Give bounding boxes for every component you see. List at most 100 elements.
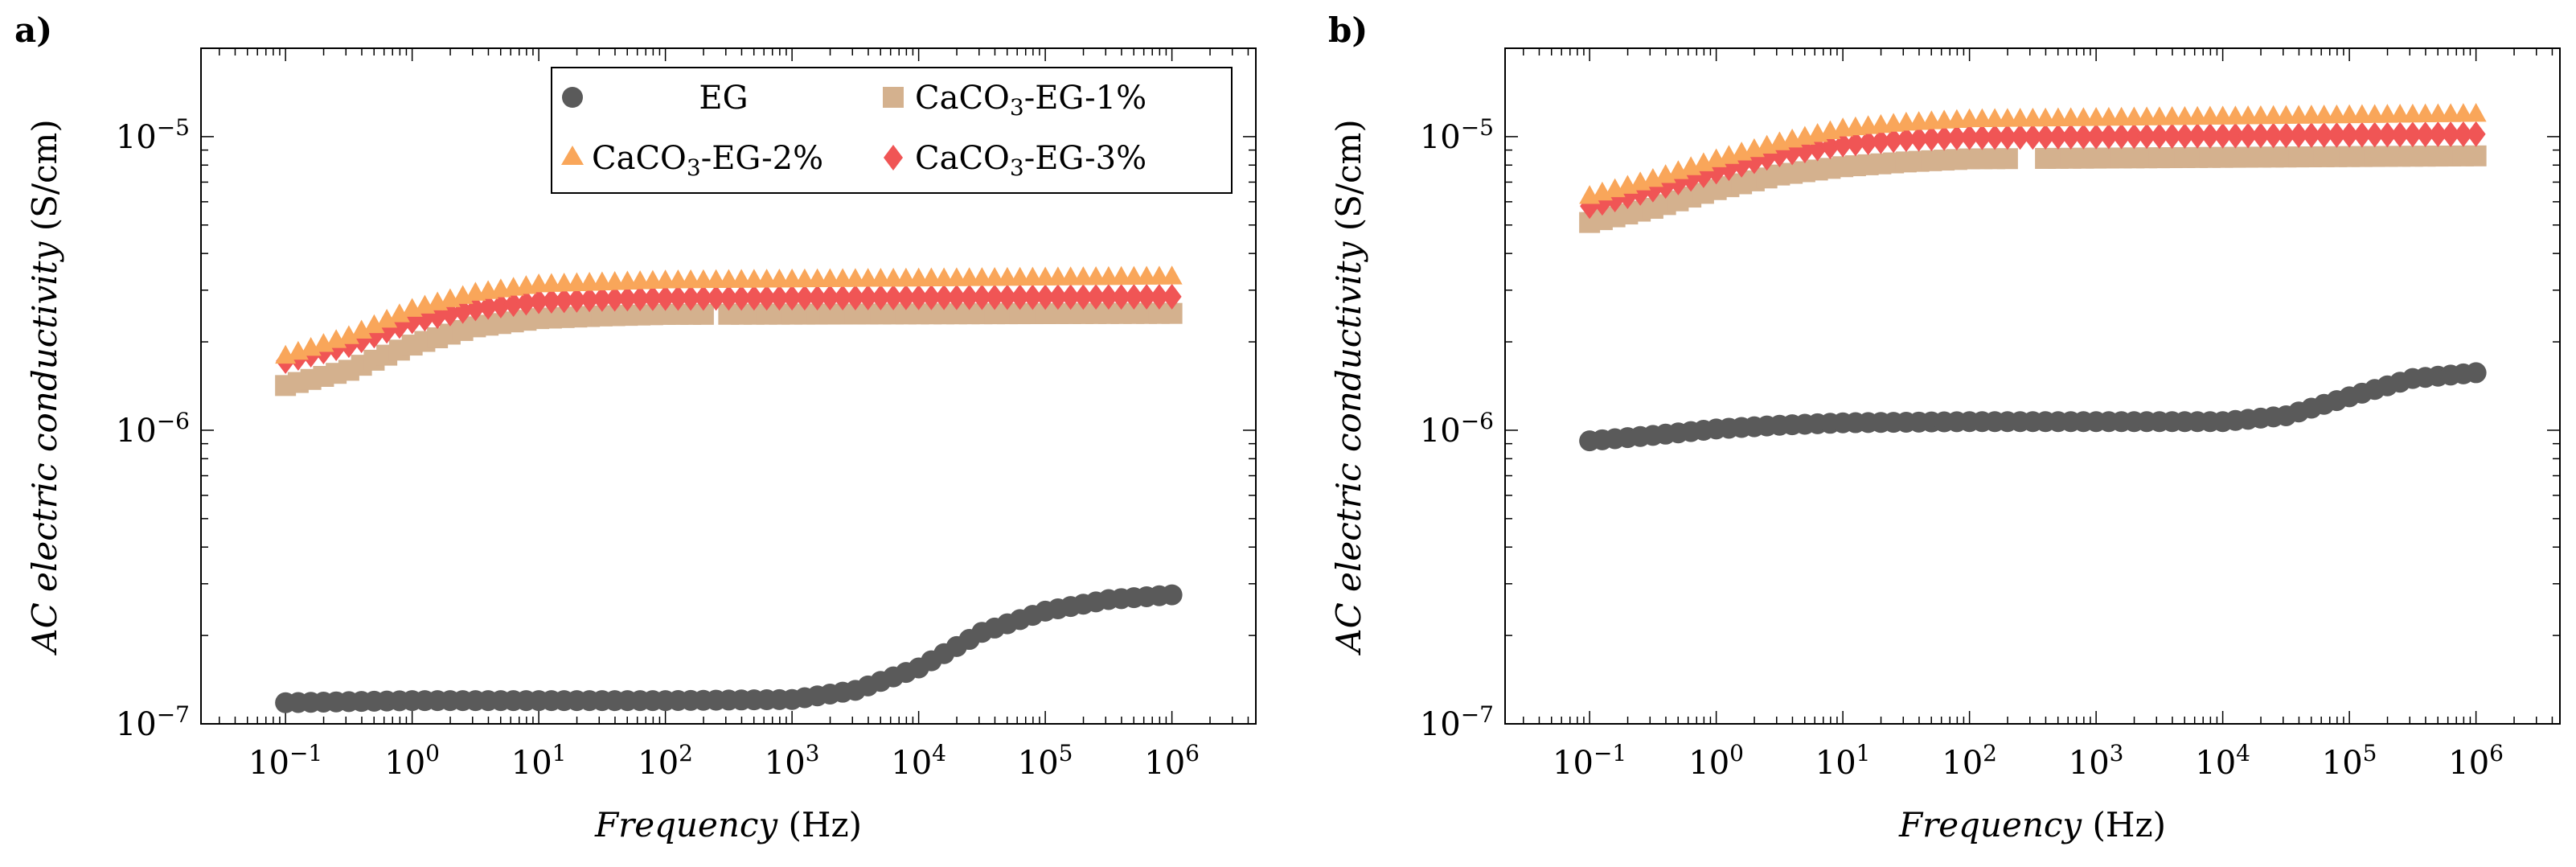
x-tick-label: 104 — [891, 740, 946, 782]
x-tick-label: 105 — [2322, 740, 2377, 782]
point-caco3-eg-3 — [1162, 283, 1182, 310]
point-caco3-eg-3 — [605, 286, 625, 312]
point-caco3-eg-3 — [2263, 122, 2283, 149]
point-caco3-eg-3 — [630, 286, 650, 312]
point-caco3-eg-3 — [2200, 122, 2220, 149]
point-caco3-eg-3 — [2149, 123, 2169, 150]
point-caco3-eg-3 — [1086, 284, 1106, 310]
legend-label-caco3-eg-1: CaCO3-EG-1% — [915, 80, 1146, 121]
point-caco3-eg-3 — [503, 291, 523, 318]
point-caco3-eg-2 — [1161, 265, 1183, 285]
point-caco3-eg-3 — [934, 284, 954, 310]
point-caco3-eg-3 — [909, 284, 929, 310]
point-caco3-eg-3 — [2390, 121, 2410, 148]
plot-frame — [200, 47, 1257, 725]
point-caco3-eg-3 — [744, 285, 764, 311]
x-tick-label: 101 — [1815, 740, 1871, 782]
point-caco3-eg-3 — [693, 285, 713, 311]
point-caco3-eg-3 — [2188, 122, 2208, 149]
y-tick-label: 10−6 — [116, 408, 190, 450]
legend-label-caco3-eg-3: CaCO3-EG-3% — [915, 140, 1146, 181]
point-caco3-eg-3 — [1858, 129, 1878, 156]
point-caco3-eg-3 — [617, 286, 638, 312]
point-caco3-eg-3 — [2238, 122, 2258, 149]
tick-labels: 10−1 100 101 102 103 104 105 106 10−7 10−6 10−5 — [116, 114, 1200, 782]
y-tick-label: 10−7 — [116, 701, 190, 743]
point-caco3-eg-3 — [1073, 284, 1093, 310]
panel-a: a) 10−1 100 101 102 103 104 105 106 10−7 10−6 10−5… — [14, 10, 1257, 844]
point-caco3-eg-3 — [668, 285, 688, 311]
point-caco3-eg-3 — [820, 285, 840, 311]
plot-frame — [1504, 47, 2561, 725]
point-caco3-eg-3 — [2352, 121, 2372, 148]
point-caco3-eg-1 — [1996, 148, 2018, 170]
point-caco3-eg-3 — [1959, 124, 1979, 150]
point-caco3-eg-3 — [1023, 284, 1043, 310]
point-caco3-eg-3 — [972, 284, 992, 310]
x-tick-label: 10−1 — [1553, 740, 1626, 782]
point-caco3-eg-3 — [2074, 123, 2094, 150]
legend-marker-eg — [562, 87, 583, 108]
point-caco3-eg-3 — [1972, 124, 1992, 150]
tick-labels: 10−1 100 101 102 103 104 105 106 10−7 10−6 10−5 — [1420, 114, 2504, 782]
point-caco3-eg-3 — [2428, 121, 2448, 148]
point-caco3-eg-3 — [554, 287, 574, 314]
point-eg — [1161, 584, 1183, 606]
point-caco3-eg-3 — [1896, 126, 1916, 153]
panel-label: b) — [1328, 10, 1368, 50]
legend-marker-caco3-eg-3 — [884, 145, 903, 171]
point-caco3-eg-3 — [2213, 122, 2233, 149]
point-caco3-eg-3 — [1997, 124, 2017, 150]
y-tick-label: 10−6 — [1420, 408, 1494, 450]
point-caco3-eg-2 — [376, 309, 398, 328]
x-tick-label: 103 — [2069, 740, 2124, 782]
point-caco3-eg-2 — [388, 303, 410, 323]
x-tick-label: 10−1 — [248, 740, 322, 782]
point-caco3-eg-3 — [2377, 121, 2398, 148]
point-caco3-eg-3 — [516, 290, 536, 316]
point-caco3-eg-3 — [580, 286, 600, 313]
point-caco3-eg-3 — [2402, 121, 2422, 148]
point-caco3-eg-3 — [2340, 121, 2360, 148]
point-caco3-eg-2 — [2465, 102, 2487, 122]
point-caco3-eg-3 — [2466, 121, 2486, 147]
point-caco3-eg-3 — [681, 285, 701, 311]
point-caco3-eg-3 — [1909, 125, 1929, 152]
point-caco3-eg-3 — [2098, 123, 2119, 150]
point-caco3-eg-3 — [946, 284, 966, 310]
x-tick-label: 106 — [2448, 740, 2504, 782]
point-caco3-eg-3 — [871, 284, 891, 310]
point-caco3-eg-3 — [2061, 123, 2081, 150]
point-caco3-eg-3 — [2048, 123, 2068, 150]
y-tick-label: 10−7 — [1420, 701, 1494, 743]
point-caco3-eg-3 — [769, 285, 790, 311]
panel-b: b) 10−1 100 101 102 103 104 105 106 10−7 10−6 10−5… — [1328, 10, 2561, 844]
point-caco3-eg-3 — [1010, 284, 1030, 310]
point-caco3-eg-3 — [2453, 121, 2473, 147]
point-caco3-eg-3 — [1060, 284, 1081, 310]
point-caco3-eg-3 — [655, 285, 675, 311]
legend-entry-caco3-eg-2: CaCO3-EG-2% — [561, 140, 823, 181]
point-caco3-eg-3 — [732, 285, 752, 311]
point-caco3-eg-3 — [845, 284, 865, 310]
point-caco3-eg-3 — [592, 286, 612, 312]
legend: EG CaCO3-EG-1% CaCO3-EG-2% CaCO3-EG-3% — [551, 67, 1233, 194]
point-caco3-eg-3 — [807, 285, 827, 311]
point-caco3-eg-3 — [959, 284, 979, 310]
y-axis-label: AC electric conductivity (S/cm) — [1329, 119, 1368, 656]
point-caco3-eg-3 — [997, 284, 1017, 310]
point-caco3-eg-3 — [567, 286, 587, 313]
point-caco3-eg-3 — [2365, 121, 2385, 148]
point-eg — [2465, 362, 2487, 384]
x-tick-label: 102 — [1942, 740, 1997, 782]
point-caco3-eg-3 — [642, 285, 662, 311]
point-caco3-eg-3 — [1985, 124, 2005, 150]
point-caco3-eg-3 — [2327, 121, 2347, 148]
point-caco3-eg-3 — [2301, 122, 2321, 149]
legend-marker-caco3-eg-2 — [561, 146, 584, 165]
point-caco3-eg-3 — [1098, 284, 1118, 310]
legend-label-caco3-eg-2: CaCO3-EG-2% — [592, 140, 823, 181]
point-caco3-eg-3 — [2010, 124, 2030, 150]
point-caco3-eg-3 — [1124, 284, 1144, 310]
